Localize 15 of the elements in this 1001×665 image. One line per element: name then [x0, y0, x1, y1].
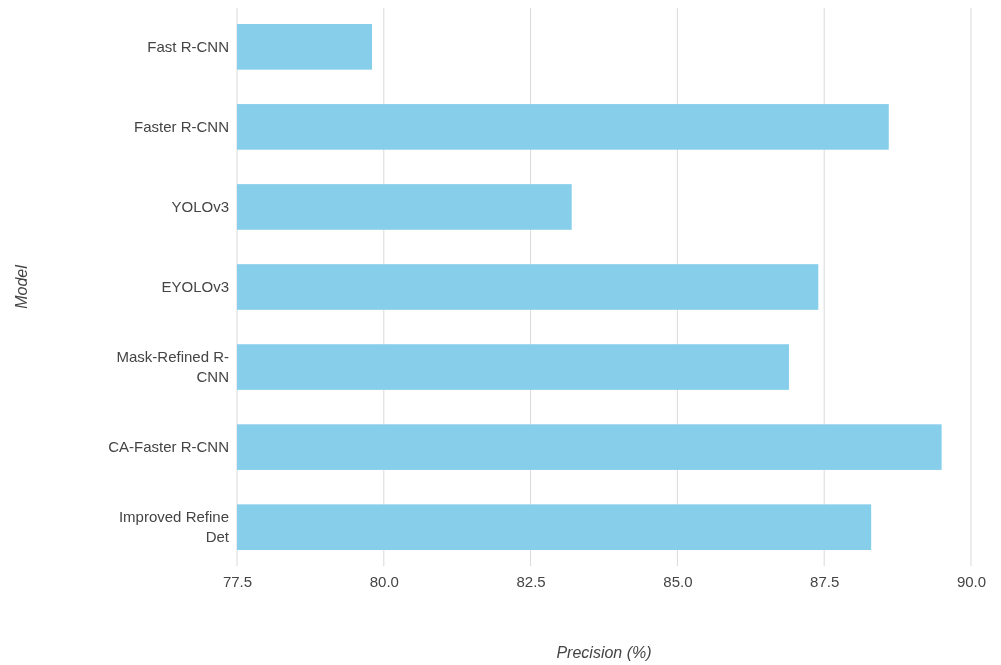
y-tick-label: Mask-Refined R-CNN — [116, 348, 229, 386]
y-tick-label: EYOLOv3 — [161, 278, 229, 296]
x-tick-label: 85.0 — [663, 572, 693, 590]
y-tick-label: CA-Faster R-CNN — [108, 438, 229, 456]
y-tick-label: Improved Refine Det — [118, 508, 230, 546]
x-tick-label: 87.5 — [810, 572, 840, 590]
x-tick-label: 82.5 — [516, 572, 546, 590]
y-axis-title: Model — [13, 264, 30, 309]
x-tick-label: 90.0 — [956, 572, 987, 590]
y-tick-label: YOLOv3 — [171, 198, 229, 216]
x-axis-title: Precision (%) — [556, 644, 652, 661]
x-tick-label: 80.0 — [369, 572, 399, 590]
y-tick-label: Faster R-CNN — [133, 118, 229, 136]
y-tick-label: Fast R-CNN — [147, 38, 229, 56]
x-tick-label: 77.5 — [222, 572, 253, 590]
